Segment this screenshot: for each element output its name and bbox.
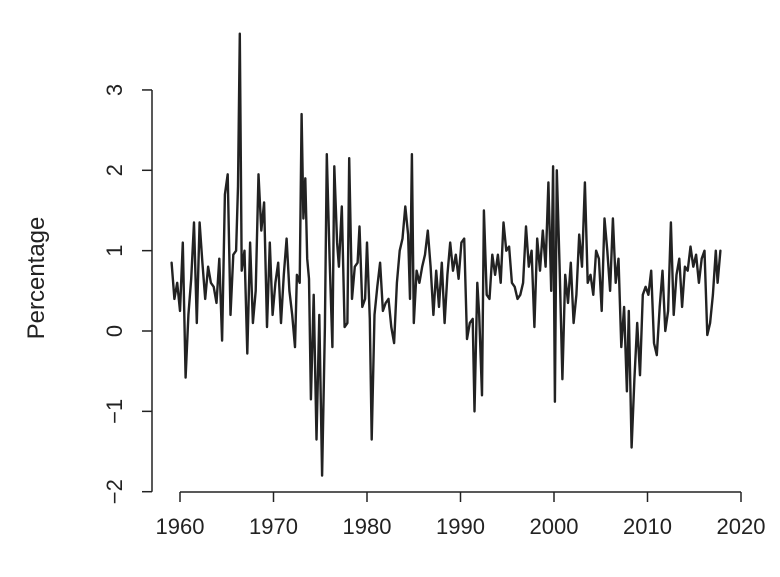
y-tick-label: 3 [102,84,127,96]
y-tick-label: 2 [102,164,127,176]
y-axis-title: Percentage [23,217,50,340]
x-tick-label: 2000 [530,514,579,539]
x-tick-label: 1990 [436,514,485,539]
x-tick-label: 2010 [623,514,672,539]
y-tick-label: 0 [102,325,127,337]
x-tick-label: 2020 [717,514,766,539]
series-line [170,32,722,477]
y-tick-label: −1 [102,399,127,424]
y-tick-label: 1 [102,245,127,257]
x-tick-label: 1980 [343,514,392,539]
x-tick-label: 1970 [249,514,298,539]
x-tick-label: 1960 [156,514,205,539]
y-tick-label: −2 [102,479,127,504]
series-layer [170,32,722,477]
axis-ticks: 1960 1970 1980 1990 2000 2010 2020 −2 −1 0 1 2 3 [102,84,765,539]
